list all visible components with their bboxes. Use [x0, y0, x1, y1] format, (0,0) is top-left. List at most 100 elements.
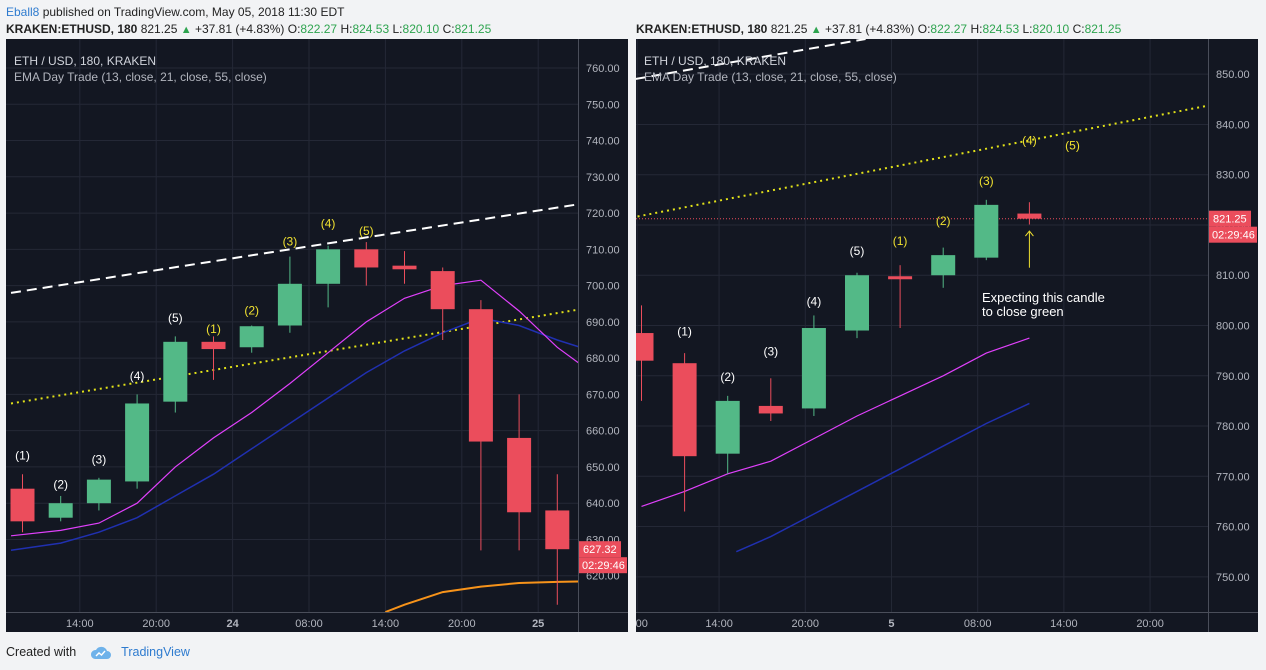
- y-tick-label: 800.00: [1216, 321, 1250, 333]
- y-tick-label: 660.00: [586, 426, 620, 438]
- x-tick-label: 24: [226, 618, 239, 630]
- candle: [758, 378, 783, 421]
- close-value: 821.25: [454, 22, 492, 36]
- candle: [86, 477, 111, 511]
- wave-label: (4): [1022, 134, 1037, 148]
- chart-panel-left[interactable]: 760.00 750.00 740.00 730.00 720.00 710.00 700.…: [6, 39, 628, 632]
- grid: [636, 39, 1208, 612]
- candle: [545, 474, 570, 605]
- open-value: 822.27: [300, 22, 338, 36]
- chart-panel-right[interactable]: 850.00840.00830.00820.00810.00800.00790.…: [636, 39, 1258, 632]
- x-tick-label: 20:00: [142, 618, 170, 630]
- y-tick-label: 750.00: [1216, 572, 1250, 584]
- countdown-badge: [1209, 226, 1257, 243]
- up-triangle-icon: ▲: [180, 24, 192, 36]
- candle: [163, 336, 188, 413]
- candle: [277, 256, 302, 333]
- candle: [801, 315, 826, 416]
- up-arrow-icon: [1025, 230, 1034, 237]
- h-label: H:: [340, 22, 353, 36]
- candle: [10, 474, 35, 533]
- candle: [974, 199, 999, 261]
- grid: [6, 39, 578, 612]
- candle-body: [801, 328, 826, 409]
- candle-body: [1017, 213, 1042, 219]
- trendline-dotted: [10, 308, 578, 405]
- study-legend: EMA Day Trade (13, close, 21, close, 55,…: [644, 70, 897, 84]
- plot-area: (1) (2) (3) (4) (5) (1) (2) (3) (4) (5) Expecting …: [636, 39, 1208, 553]
- ema13-line: [10, 279, 578, 537]
- publish-line: Eball8 published on TradingView.com, May…: [6, 5, 344, 19]
- candle-body: [48, 503, 73, 518]
- y-tick-label: 790.00: [1216, 371, 1250, 383]
- c-label: C:: [442, 22, 455, 36]
- x-tick-label: 8:00: [636, 618, 648, 630]
- candle-body: [672, 363, 697, 457]
- last-price: 821.25: [140, 22, 178, 36]
- author-link[interactable]: Eball8: [6, 5, 40, 19]
- x-tick-label: 14:00: [66, 618, 94, 630]
- annotation-text: Expecting this candle: [982, 290, 1105, 305]
- wave-label: (4): [807, 294, 822, 308]
- wave-label: (5): [1065, 139, 1080, 153]
- trendline-dashed: [636, 39, 866, 80]
- published-text: published on TradingView.com, May 05, 20…: [42, 5, 345, 19]
- wave-label: (2): [936, 214, 951, 228]
- countdown-label: 02:29:46: [582, 560, 625, 572]
- y-tick-label: 760.00: [586, 63, 620, 75]
- plot-area: (1) (2) (3) (4) (5) (1) (2) (3) (4) (5): [10, 203, 578, 612]
- y-tick-label: 830.00: [1216, 170, 1250, 182]
- y-tick-label: 620.00: [586, 571, 620, 583]
- candle-body: [163, 341, 188, 402]
- ema55-line: [385, 580, 578, 612]
- x-tick-label: 14:00: [705, 618, 733, 630]
- candle: [201, 336, 226, 380]
- wave-label: (4): [130, 369, 145, 383]
- chart-title: ETH / USD, 180, KRAKEN: [14, 54, 157, 68]
- h-label: H:: [970, 22, 983, 36]
- candle: [354, 242, 379, 286]
- y-tick-label: 730.00: [586, 172, 620, 184]
- low-value: 820.10: [402, 22, 440, 36]
- countdown-badge: [579, 557, 627, 574]
- candle-body: [86, 479, 111, 504]
- y-tick-label: 840.00: [1216, 119, 1250, 131]
- candle-body: [636, 333, 654, 361]
- x-tick-label: 20:00: [792, 618, 820, 630]
- chart-canvas-right[interactable]: 850.00840.00830.00820.00810.00800.00790.…: [636, 39, 1258, 632]
- x-tick-label: 08:00: [295, 618, 323, 630]
- wave-label: (2): [720, 370, 735, 384]
- candle: [672, 353, 697, 512]
- last-price-label: 627.32: [583, 544, 617, 556]
- y-tick-label: 690.00: [586, 317, 620, 329]
- y-tick-label: 720.00: [586, 208, 620, 220]
- wave-label: (2): [244, 304, 259, 318]
- candle-body: [392, 265, 417, 270]
- l-label: L:: [392, 22, 403, 36]
- tradingview-link[interactable]: TradingView: [121, 645, 190, 659]
- candle: [125, 394, 150, 489]
- candle-body: [201, 341, 226, 350]
- last-price-badge: [1209, 210, 1251, 227]
- candle-body: [974, 204, 999, 258]
- candle-body: [277, 283, 302, 326]
- wave-label: (1): [677, 325, 692, 339]
- wave-label: (4): [321, 217, 336, 231]
- candle-body: [715, 400, 740, 454]
- candle-body: [507, 437, 532, 513]
- wave-label: (1): [15, 449, 30, 463]
- y-tick-label: 680.00: [586, 353, 620, 365]
- c-label: C:: [1072, 22, 1085, 36]
- chart-title: ETH / USD, 180, KRAKEN: [644, 54, 787, 68]
- quote-line-left: KRAKEN:ETHUSD, 180 821.25 ▲ +37.81 (+4.8…: [6, 22, 491, 36]
- annotation-text: to close green: [982, 304, 1064, 319]
- y-tick-label: 780.00: [1216, 421, 1250, 433]
- y-tick-label: 670.00: [586, 389, 620, 401]
- high-value: 824.53: [352, 22, 390, 36]
- tradingview-cloud-icon: [90, 646, 111, 659]
- chart-canvas-left[interactable]: 760.00 750.00 740.00 730.00 720.00 710.00 700.…: [6, 39, 628, 632]
- x-tick-label: 20:00: [448, 618, 476, 630]
- study-legend: EMA Day Trade (13, close, 21, close, 55,…: [14, 70, 267, 84]
- low-value: 820.10: [1032, 22, 1070, 36]
- candle-body: [931, 255, 956, 276]
